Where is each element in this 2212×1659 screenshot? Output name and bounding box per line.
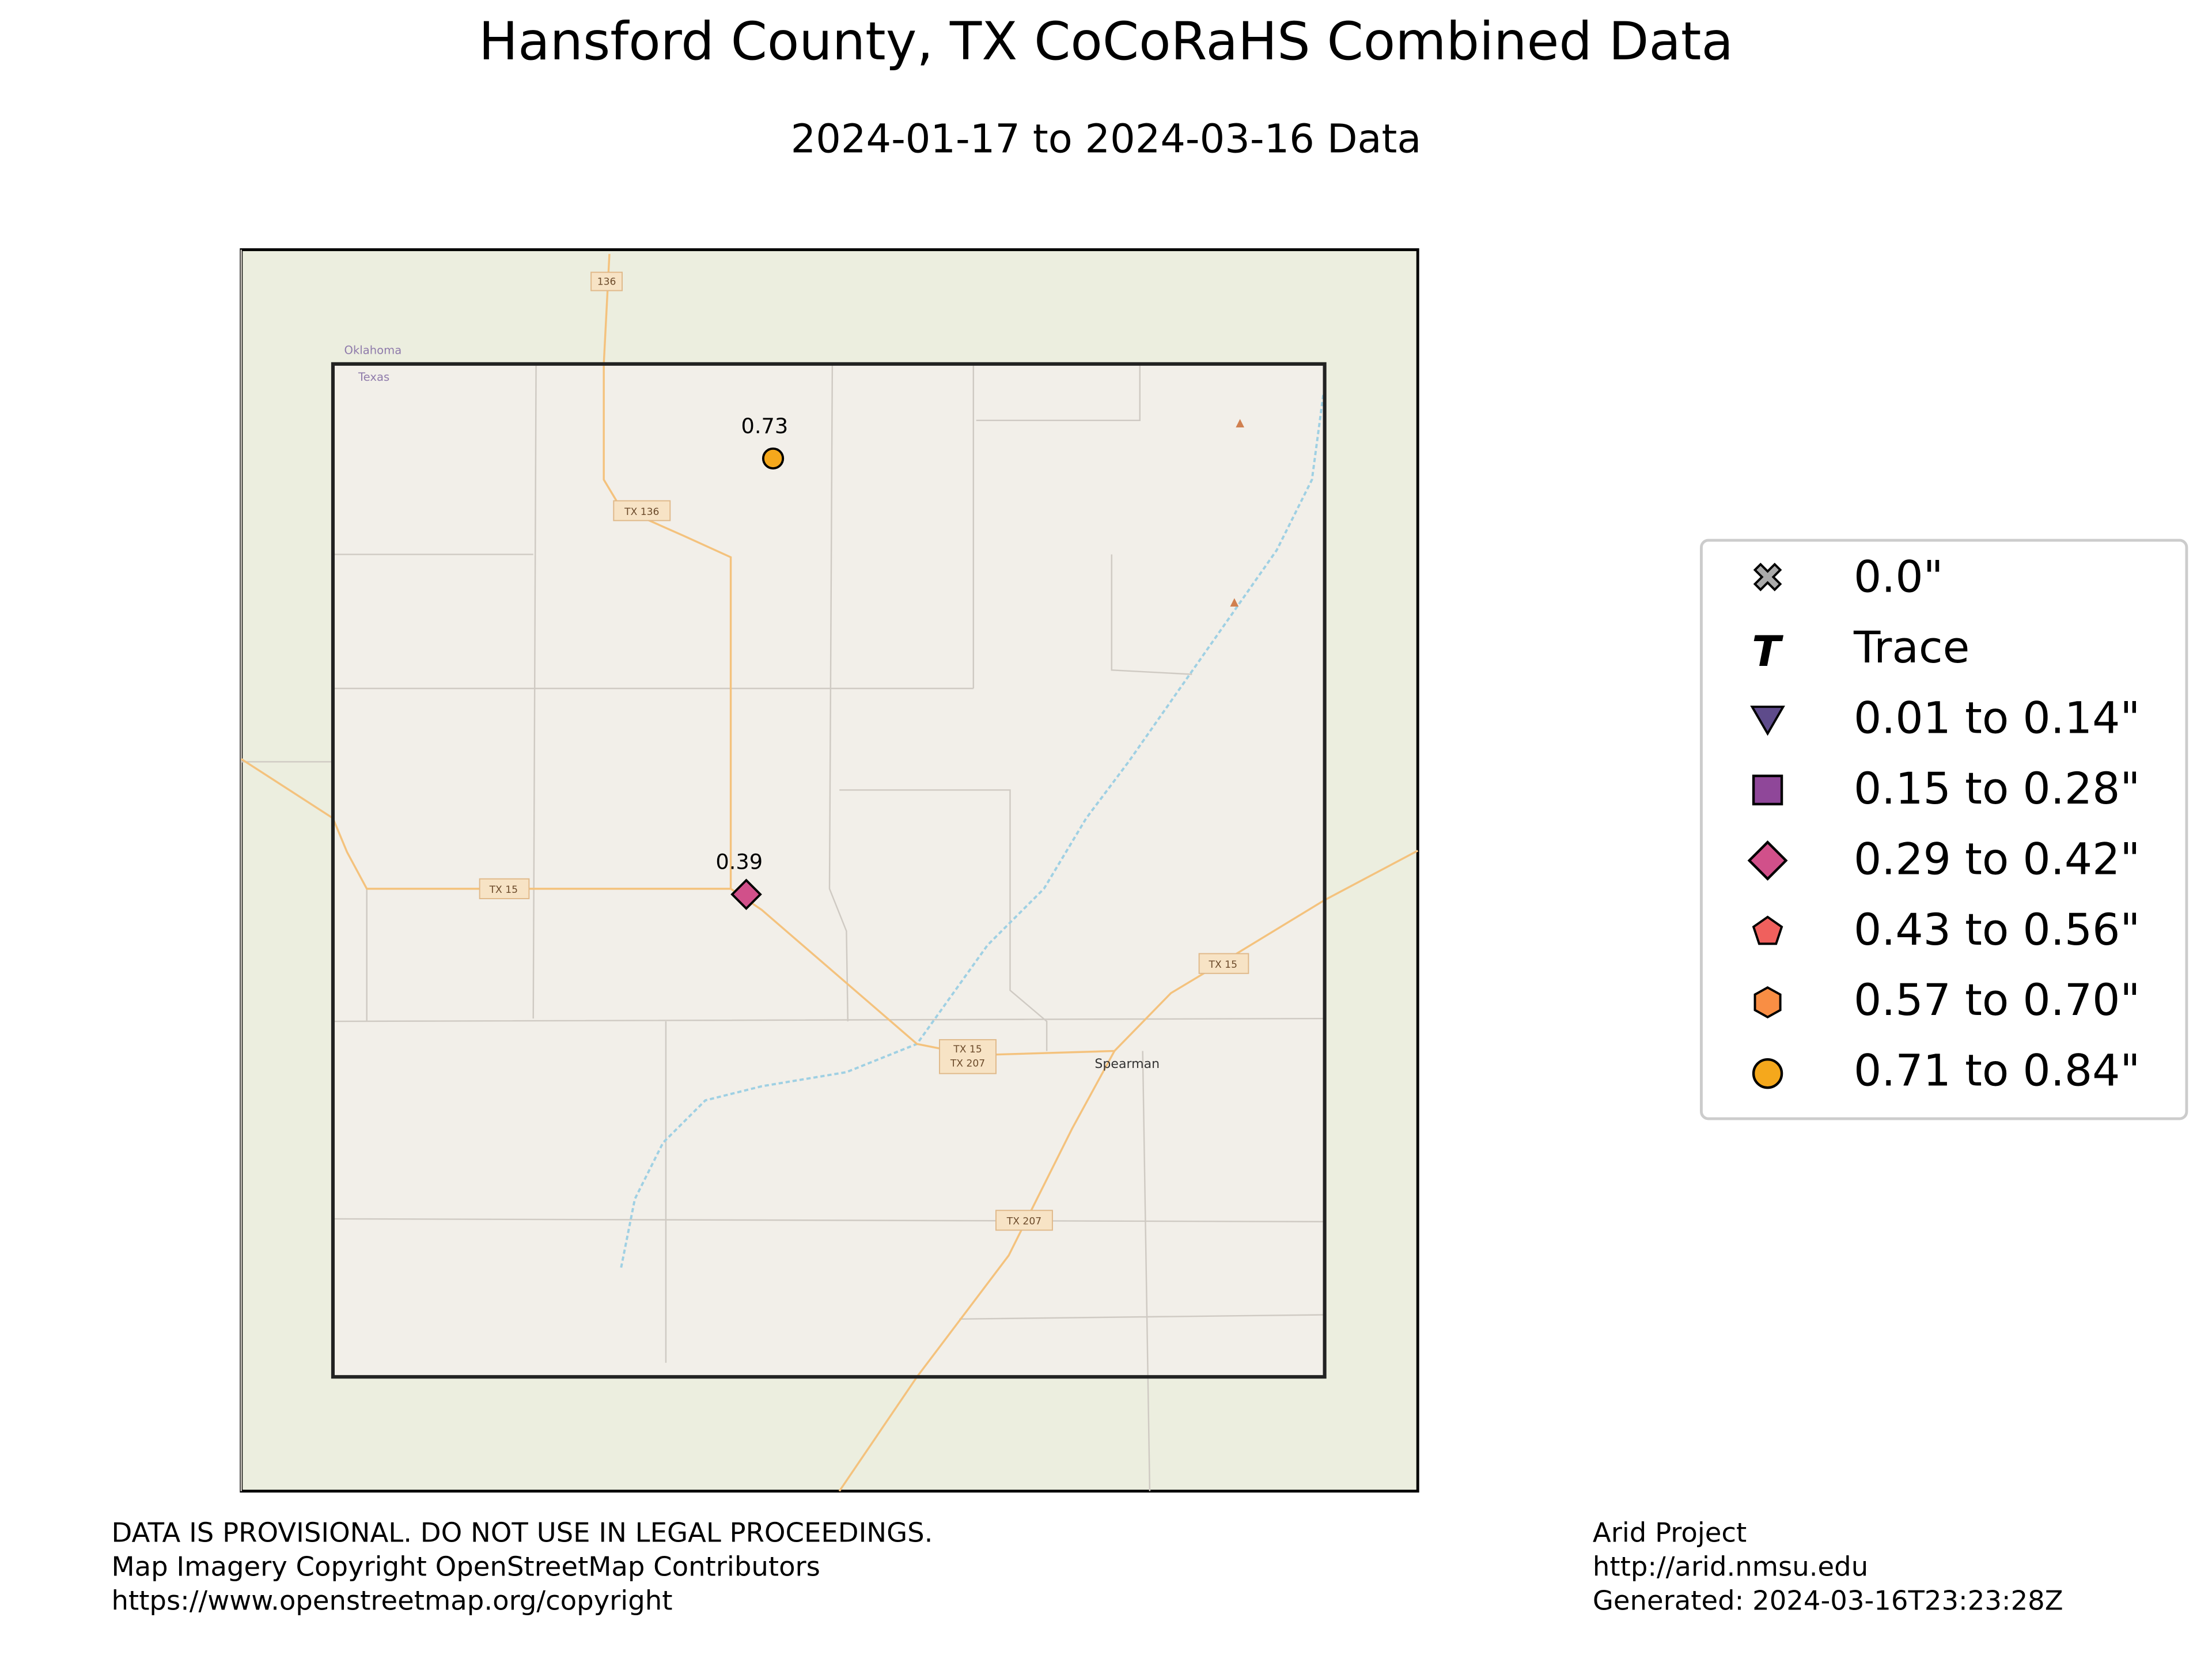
shield (479, 878, 530, 899)
legend-label: 0.29 to 0.42" (1854, 834, 2140, 884)
legend-symbol (1750, 705, 1785, 736)
station-label: 0.39 (715, 850, 763, 874)
legend-symbol (1747, 840, 1788, 881)
shield (590, 271, 623, 291)
map-label: TX 207 (1006, 1216, 1041, 1228)
map: 136 Oklahoma Texas TX 136 TX 15 TX 15 TX… (240, 248, 1419, 1493)
map-label: TX 15 (953, 1044, 982, 1055)
map-label: Oklahoma (344, 344, 402, 357)
legend-symbol (1753, 986, 1782, 1018)
map-label: TX 136 (624, 506, 659, 518)
map-label: Texas (358, 370, 389, 384)
station-marker (762, 447, 785, 470)
shield (995, 1210, 1053, 1231)
legend-label: 0.71 to 0.84" (1854, 1046, 2140, 1096)
station-marker (730, 878, 762, 910)
legend-symbol (1752, 915, 1783, 945)
legend-label: 0.15 to 0.28" (1854, 763, 2140, 814)
legend-label: 0.01 to 0.14" (1854, 692, 2140, 743)
shield (1198, 953, 1249, 974)
county-area (332, 363, 1325, 1377)
legend: T 0.0" Trace 0.01 to 0.14" 0.15 to 0.28"… (1700, 539, 2188, 1120)
station-label: 0.73 (741, 414, 788, 438)
footer-text: Map Imagery Copyright OpenStreetMap Cont… (111, 1551, 820, 1582)
title: Hansford County, TX CoCoRaHS Combined Da… (479, 12, 1733, 72)
legend-symbol: T (1752, 627, 1783, 676)
legend-label: 0.43 to 0.56" (1854, 904, 2140, 955)
legend-label: 0.57 to 0.70" (1854, 975, 2140, 1025)
map-label: Spearman (1094, 1057, 1160, 1071)
highways (240, 253, 1419, 1492)
legend-label: Trace (1853, 622, 1969, 673)
footer-text: Generated: 2024-03-16T23:23:28Z (1593, 1585, 2063, 1616)
legend-box (1700, 539, 2188, 1120)
footer-text: Arid Project (1593, 1517, 1747, 1548)
legend-label: 0.0" (1854, 552, 1944, 603)
subtitle: 2024-01-17 to 2024-03-16 Data (791, 116, 1422, 162)
map-label: TX 15 (489, 884, 518, 896)
map-label: TX 15 (1209, 959, 1237, 971)
shield (613, 500, 671, 521)
footer-text: http://arid.nmsu.edu (1593, 1551, 1868, 1582)
legend-symbol (1752, 1058, 1783, 1089)
map-label: 136 (597, 276, 616, 288)
legend-symbol (1753, 562, 1782, 592)
footer-text: DATA IS PROVISIONAL. DO NOT USE IN LEGAL… (111, 1517, 933, 1548)
map-label: TX 207 (950, 1058, 985, 1069)
shield (939, 1039, 997, 1074)
legend-symbol (1752, 774, 1783, 806)
footer-text: https://www.openstreetmap.org/copyright (111, 1585, 672, 1616)
county-border (331, 362, 1327, 1379)
minor-roads (240, 249, 1325, 1491)
